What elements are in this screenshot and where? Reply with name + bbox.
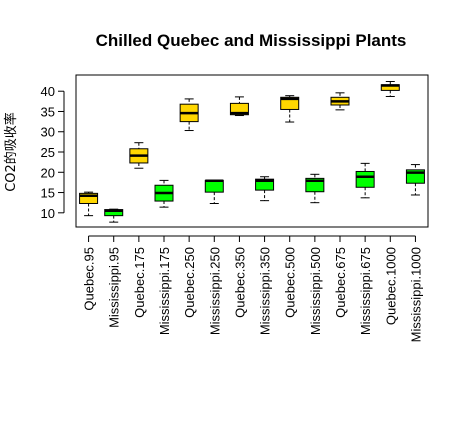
box-Mississippi.250 [205, 180, 223, 203]
x-tick-label: Quebec.500 [283, 247, 298, 318]
y-tick-label: 10 [41, 206, 55, 221]
x-axis: Quebec.95 Mississippi.95 Quebec.175 Mississ… [82, 236, 424, 342]
x-tick-label: Quebec.675 [333, 247, 348, 318]
x-tick-label: Quebec.350 [232, 247, 247, 318]
y-axis-label: CO2的吸收率 [3, 112, 19, 192]
x-tick-label: Mississippi.250 [207, 247, 222, 335]
plot-frame [76, 75, 428, 227]
iqr-box [205, 180, 223, 192]
box-Mississippi.675 [356, 163, 374, 197]
y-tick-label: 35 [41, 104, 55, 119]
box-Mississippi.175 [155, 180, 173, 207]
x-tick-label: Quebec.250 [182, 247, 197, 318]
box-Mississippi.500 [306, 174, 324, 202]
x-tick-label: Mississippi.350 [258, 247, 273, 335]
box-Mississippi.1000 [406, 165, 424, 195]
x-tick-label: Mississippi.675 [358, 247, 373, 335]
x-tick-label: Mississippi.1000 [408, 247, 423, 342]
chart-title: Chilled Quebec and Mississippi Plants [96, 31, 407, 50]
box-Quebec.175 [130, 143, 148, 169]
y-tick-label: 15 [41, 186, 55, 201]
box-series [80, 81, 425, 222]
box-Mississippi.95 [105, 209, 123, 222]
y-tick-label: 40 [41, 84, 55, 99]
iqr-box [356, 171, 374, 187]
x-tick-label: Quebec.95 [82, 247, 97, 311]
y-tick-label: 20 [41, 165, 55, 180]
x-tick-label: Quebec.1000 [383, 247, 398, 325]
box-Quebec.95 [80, 192, 98, 216]
box-Quebec.675 [331, 93, 349, 110]
box-Quebec.1000 [381, 81, 399, 96]
x-tick-label: Mississippi.95 [107, 247, 122, 328]
box-Quebec.250 [180, 99, 198, 131]
y-axis: 10 15 20 25 30 35 40 [41, 84, 64, 221]
box-Quebec.350 [230, 97, 248, 116]
y-tick-label: 30 [41, 125, 55, 140]
x-tick-label: Mississippi.500 [308, 247, 323, 335]
x-tick-label: Quebec.175 [132, 247, 147, 318]
x-tick-label: Mississippi.175 [157, 247, 172, 335]
box-Quebec.500 [281, 96, 299, 122]
box-Mississippi.350 [256, 177, 274, 201]
y-tick-label: 25 [41, 145, 55, 160]
